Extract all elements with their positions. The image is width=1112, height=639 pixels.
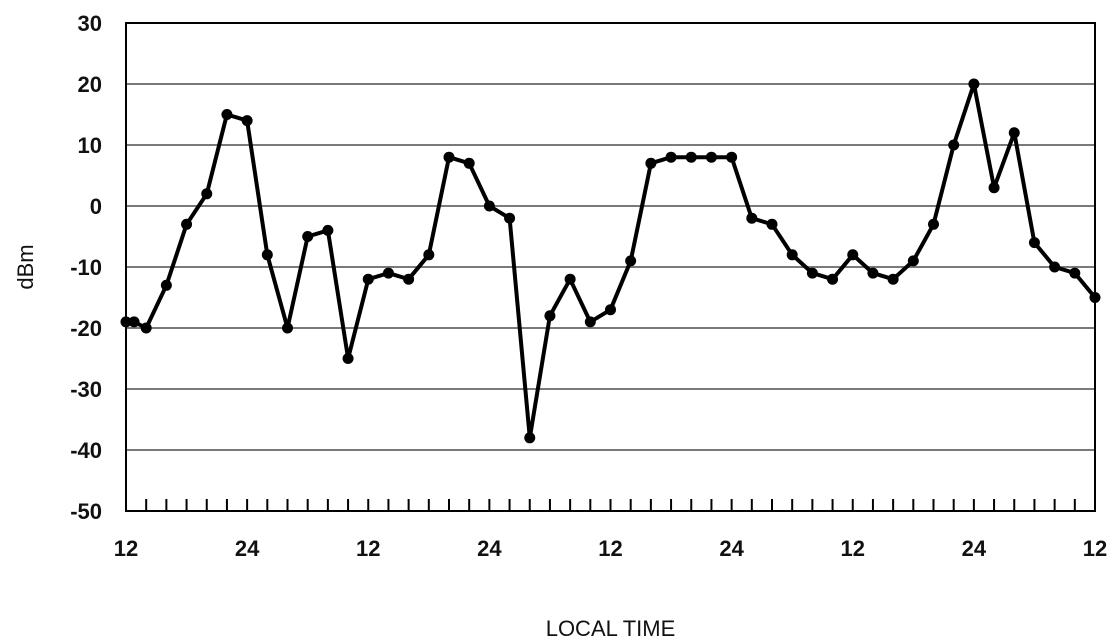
data-point — [564, 273, 576, 285]
data-point — [726, 151, 738, 163]
data-point — [887, 273, 899, 285]
data-point — [605, 304, 616, 316]
data-point — [806, 267, 818, 279]
data-point — [302, 231, 314, 242]
data-point — [584, 316, 596, 328]
x-tick-label: 24 — [719, 536, 744, 561]
data-point — [322, 224, 334, 236]
data-point — [1028, 237, 1040, 249]
data-point — [483, 200, 495, 212]
data-point — [261, 249, 273, 261]
x-tick-label: 24 — [477, 536, 502, 561]
y-tick-label: 20 — [78, 72, 102, 97]
x-axis-title: LOCAL TIME — [546, 616, 676, 639]
y-tick-label: -40 — [70, 438, 102, 463]
data-point — [443, 151, 455, 163]
data-point — [504, 212, 516, 224]
data-point — [685, 151, 697, 163]
data-point — [928, 218, 939, 230]
data-point — [746, 212, 758, 224]
data-point — [160, 279, 172, 291]
y-tick-label: -10 — [70, 255, 102, 280]
data-point — [847, 249, 859, 261]
data-point — [140, 322, 152, 334]
y-tick-label: -20 — [70, 316, 102, 341]
y-tick-label: 10 — [78, 133, 102, 158]
data-point — [201, 188, 213, 200]
data-point — [524, 432, 536, 444]
data-point — [766, 218, 778, 230]
data-point — [1049, 261, 1061, 273]
data-point — [382, 267, 394, 279]
y-tick-label: 30 — [78, 11, 102, 36]
y-tick-labels: 30 20 10 0 -10 -20 -30 -40 -50 — [70, 11, 102, 524]
data-point — [645, 157, 657, 169]
data-point — [282, 322, 293, 334]
data-point — [625, 255, 637, 267]
y-axis-title: dBm — [13, 244, 38, 289]
data-point — [423, 249, 435, 261]
data-point — [988, 182, 1000, 194]
x-tick-label: 12 — [1083, 536, 1107, 561]
y-tick-label: -50 — [70, 499, 102, 524]
series-line — [126, 82, 1097, 440]
data-point — [128, 316, 140, 328]
data-point — [181, 218, 193, 230]
data-point — [907, 255, 919, 267]
data-point — [120, 316, 132, 328]
data-point — [403, 273, 415, 285]
x-tick-label: 12 — [841, 536, 865, 561]
data-point — [665, 151, 677, 163]
data-point — [948, 139, 960, 151]
data-point — [342, 353, 354, 364]
data-point — [867, 267, 879, 279]
data-point — [705, 151, 717, 163]
x-minor-ticks — [125, 499, 1096, 511]
data-point — [362, 273, 374, 285]
data-point — [463, 157, 475, 169]
data-point — [1008, 127, 1020, 139]
data-point — [827, 273, 839, 285]
x-tick-label: 24 — [962, 536, 987, 561]
x-tick-label: 12 — [356, 536, 380, 561]
x-tick-labels: 12 24 12 24 12 24 12 24 12 — [114, 536, 1107, 561]
x-tick-label: 12 — [114, 536, 138, 561]
data-point — [241, 115, 253, 127]
data-point — [544, 310, 556, 322]
data-point — [968, 78, 980, 90]
x-tick-label: 12 — [598, 536, 622, 561]
x-tick-label: 24 — [235, 536, 260, 561]
y-tick-label: 0 — [90, 194, 102, 219]
data-point — [1089, 292, 1101, 303]
y-tick-label: -30 — [70, 377, 102, 402]
data-point — [221, 109, 233, 120]
data-point — [786, 249, 798, 261]
data-point — [1069, 267, 1081, 279]
series-group — [120, 78, 1101, 444]
